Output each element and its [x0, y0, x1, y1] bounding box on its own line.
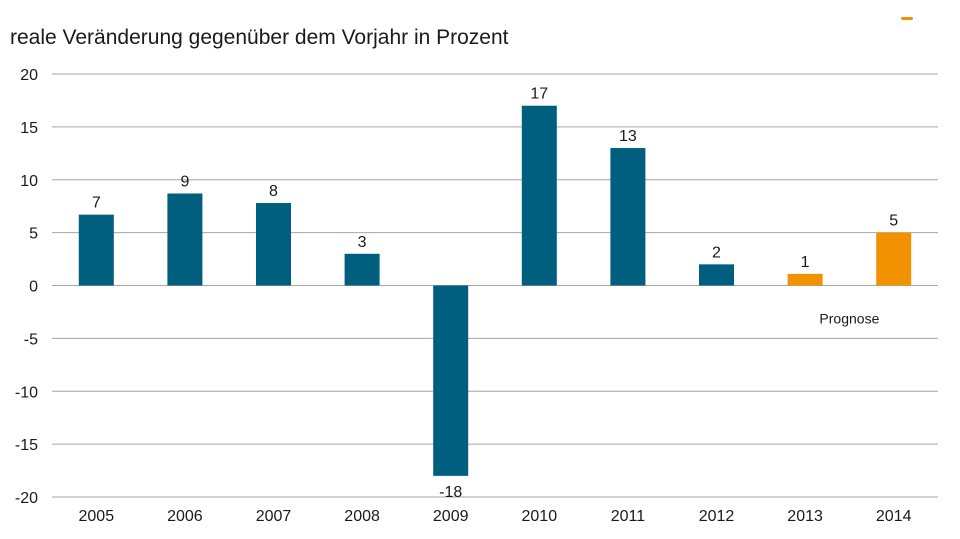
corner-accent-mark [901, 17, 913, 20]
data-label-2005: 7 [92, 195, 101, 212]
bar-2012 [699, 264, 734, 286]
data-label-2006: 9 [180, 173, 189, 190]
x-tick-label: 2006 [167, 508, 203, 525]
forecast-annotation: Prognose [819, 311, 879, 327]
data-label-2009: -18 [439, 484, 462, 501]
x-tick-label: 2012 [699, 508, 735, 525]
y-tick-label: 20 [20, 67, 38, 84]
y-tick-label: -15 [15, 437, 38, 454]
bar-2010 [521, 105, 557, 286]
y-axis-tick-labels: 20 15 10 5 0 -5 -10 -15 -20 [15, 67, 38, 507]
bar-2013 [787, 273, 823, 286]
bar-2005 [78, 214, 114, 286]
data-label-2008: 3 [358, 234, 367, 251]
data-label-2014: 5 [889, 213, 898, 230]
y-tick-label: 0 [29, 279, 38, 296]
x-tick-label: 2007 [256, 508, 292, 525]
data-label-2010: 17 [530, 86, 548, 103]
x-tick-label: 2011 [611, 508, 646, 525]
data-label-2013: 1 [801, 254, 810, 271]
x-axis-tick-labels: 2005 2006 2007 2008 2009 2010 2011 2012 2013 2014 [79, 508, 912, 525]
bars [78, 105, 912, 476]
x-tick-label: 2008 [344, 508, 380, 525]
data-label-2012: 2 [712, 244, 721, 261]
x-tick-label: 2005 [79, 508, 115, 525]
data-label-2007: 8 [269, 183, 278, 200]
y-tick-label: 5 [29, 226, 38, 243]
bar-2007 [256, 203, 291, 286]
y-tick-label: -20 [15, 490, 38, 507]
bar-2008 [344, 253, 380, 286]
bar-2014 [876, 232, 912, 286]
x-tick-label: 2013 [787, 508, 823, 525]
bar-2009 [433, 285, 469, 476]
data-labels: 7 9 8 3 -18 17 13 2 1 5 [92, 86, 898, 501]
y-tick-label: 15 [20, 120, 38, 137]
y-tick-label: -5 [24, 331, 38, 348]
chart-title: reale Veränderung gegenüber dem Vorjahr … [10, 26, 509, 49]
annotations: Prognose [819, 311, 879, 327]
bar-2011 [610, 148, 646, 286]
y-tick-label: 10 [20, 173, 38, 190]
x-tick-label: 2009 [433, 508, 469, 525]
y-tick-label: -10 [15, 384, 38, 401]
x-tick-label: 2014 [876, 508, 912, 525]
bar-2006 [167, 193, 203, 286]
x-tick-label: 2010 [522, 508, 558, 525]
data-label-2011: 13 [619, 128, 637, 145]
